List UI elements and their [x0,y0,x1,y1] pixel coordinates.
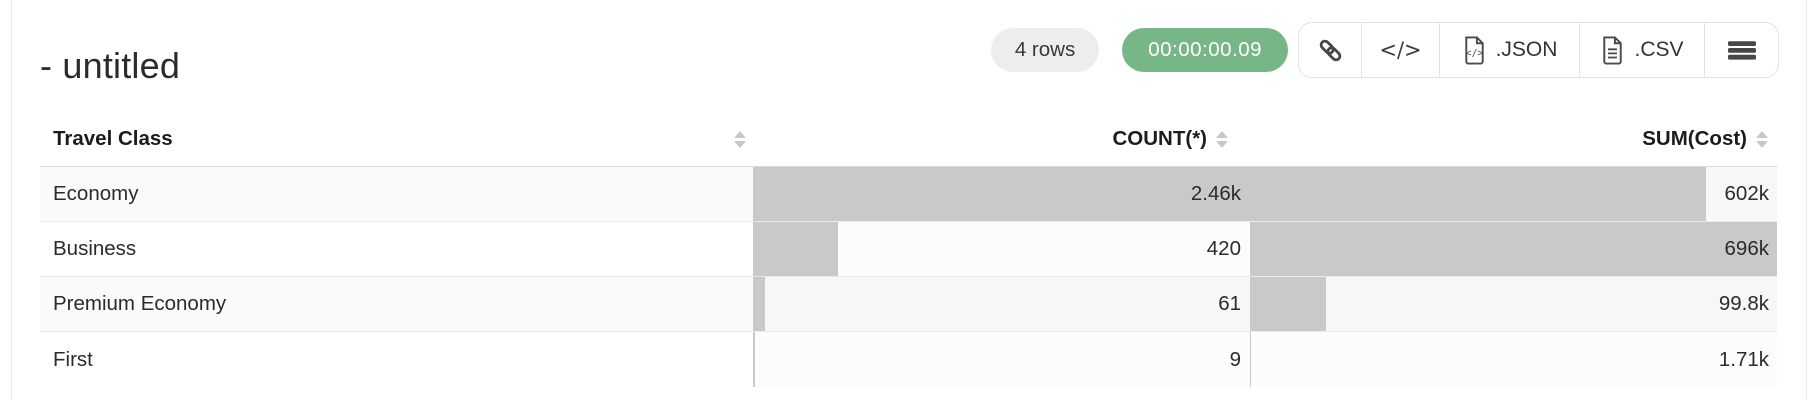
result-header: - untitled 4 rows 00:00:00.09 </> [40,0,1779,100]
sort-icon[interactable] [734,130,746,148]
travel-class-value: Business [53,237,137,260]
sum-bar [1250,167,1706,221]
column-header-sum[interactable]: SUM(Cost) [1250,112,1777,166]
embed-code-button[interactable]: </> [1361,23,1439,77]
travel-class-cell: Economy [40,167,753,221]
hamburger-menu-icon [1727,38,1757,62]
file-code-icon: </> [1462,35,1487,65]
count-cell: 61 [753,277,1250,331]
table-row: Business 420 696k [40,222,1777,277]
sum-cell: 602k [1250,167,1777,221]
count-cell: 2.46k [753,167,1250,221]
copy-link-button[interactable] [1299,23,1361,77]
travel-class-value: Premium Economy [53,292,227,315]
row-count-badge: 4 rows [990,28,1100,72]
count-bar [753,277,766,331]
column-header-count[interactable]: COUNT(*) [753,112,1250,166]
sum-cell: 1.71k [1250,332,1777,387]
sum-cell: 696k [1250,222,1777,276]
sum-value: 602k [1724,182,1769,205]
travel-class-cell: First [40,332,753,387]
sum-value: 99.8k [1718,292,1769,315]
count-bar [753,167,1250,221]
sum-value: 1.71k [1718,347,1769,371]
count-bar [753,222,838,276]
download-json-button[interactable]: </> .JSON [1439,23,1579,77]
results-table: Travel Class COUNT(*) SUM(Cost) Economy … [40,112,1777,387]
link-icon [1317,37,1344,64]
menu-button[interactable] [1704,23,1778,77]
count-value: 420 [1206,237,1241,260]
count-value: 2.46k [1190,182,1241,205]
sort-icon[interactable] [1216,130,1228,148]
sum-bar [1250,222,1777,276]
travel-class-value: First [53,347,93,371]
sum-bar [1250,277,1326,331]
download-csv-label: .CSV [1634,38,1684,61]
travel-class-value: Economy [53,182,139,205]
travel-class-cell: Business [40,222,753,276]
export-toolbar: </> </> .JSON [1298,22,1779,78]
cell-right-border [1806,0,1807,400]
sum-value: 696k [1724,237,1769,260]
code-icon: </> [1379,38,1422,62]
table-row: First 9 1.71k [40,332,1777,387]
count-value: 9 [1229,347,1241,371]
column-header-label: SUM(Cost) [1642,127,1747,150]
table-row: Premium Economy 61 99.8k [40,277,1777,332]
sum-cell: 99.8k [1250,277,1777,331]
cell-left-border [11,0,12,400]
column-header-travel-class[interactable]: Travel Class [40,112,753,166]
travel-class-cell: Premium Economy [40,277,753,331]
column-header-label: COUNT(*) [1112,127,1207,150]
table-header-row: Travel Class COUNT(*) SUM(Cost) [40,112,1777,167]
download-csv-button[interactable]: .CSV [1579,23,1704,77]
sum-bar [1250,332,1252,387]
count-cell: 420 [753,222,1250,276]
page-title: - untitled [40,45,181,87]
query-time-badge: 00:00:00.09 [1122,28,1288,72]
column-header-label: Travel Class [53,127,173,150]
count-cell: 9 [753,332,1250,387]
table-body: Economy 2.46k 602k Business 420 696k Pre… [40,167,1777,387]
count-value: 61 [1218,292,1241,315]
download-json-label: .JSON [1495,38,1558,61]
file-lines-icon [1600,35,1625,65]
sort-icon[interactable] [1756,130,1768,148]
count-bar [753,332,755,387]
table-row: Economy 2.46k 602k [40,167,1777,222]
svg-text:</>: </> [1465,48,1483,59]
result-controls: 4 rows 00:00:00.09 </> [990,0,1779,100]
